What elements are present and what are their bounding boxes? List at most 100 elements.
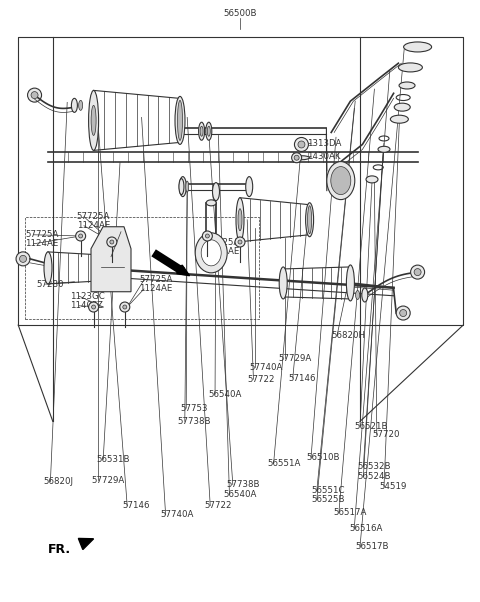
Ellipse shape xyxy=(378,146,390,152)
Text: 1123GC: 1123GC xyxy=(70,292,104,300)
Ellipse shape xyxy=(390,115,408,123)
Text: 56525B: 56525B xyxy=(311,495,345,504)
Circle shape xyxy=(16,252,30,266)
Text: 56517B: 56517B xyxy=(355,542,389,551)
Ellipse shape xyxy=(404,42,432,52)
Circle shape xyxy=(76,231,85,241)
Text: 57725A: 57725A xyxy=(77,213,110,221)
Ellipse shape xyxy=(356,291,360,299)
Ellipse shape xyxy=(399,82,415,89)
Circle shape xyxy=(89,302,98,312)
Circle shape xyxy=(107,237,117,247)
Text: 57729A: 57729A xyxy=(278,354,312,362)
Circle shape xyxy=(410,265,425,279)
Text: 54519: 54519 xyxy=(379,482,407,491)
Ellipse shape xyxy=(114,254,121,282)
Ellipse shape xyxy=(44,252,52,284)
Polygon shape xyxy=(91,227,131,292)
Text: 57738B: 57738B xyxy=(227,480,260,489)
Circle shape xyxy=(238,240,242,244)
Circle shape xyxy=(120,302,130,312)
Polygon shape xyxy=(177,265,190,276)
Text: 57753: 57753 xyxy=(180,404,207,412)
Text: 56531B: 56531B xyxy=(96,455,130,464)
Text: 57729A: 57729A xyxy=(91,476,124,485)
Text: 1124AE: 1124AE xyxy=(25,240,59,248)
Ellipse shape xyxy=(362,288,368,302)
Circle shape xyxy=(27,88,42,102)
Ellipse shape xyxy=(306,203,313,237)
Circle shape xyxy=(400,309,407,317)
Text: 56820J: 56820J xyxy=(43,477,73,486)
Text: 57722: 57722 xyxy=(204,501,231,510)
Circle shape xyxy=(31,92,38,99)
Ellipse shape xyxy=(79,101,83,110)
Ellipse shape xyxy=(206,200,216,206)
Text: 1430AK: 1430AK xyxy=(307,152,341,161)
Circle shape xyxy=(414,268,421,276)
Text: 56551A: 56551A xyxy=(268,459,301,468)
Ellipse shape xyxy=(180,176,186,197)
Ellipse shape xyxy=(201,240,221,266)
Circle shape xyxy=(92,305,96,309)
Ellipse shape xyxy=(293,156,310,160)
Ellipse shape xyxy=(175,96,185,144)
Ellipse shape xyxy=(206,122,212,140)
Circle shape xyxy=(79,234,83,238)
Circle shape xyxy=(205,234,209,238)
Ellipse shape xyxy=(72,98,77,113)
Text: 56517A: 56517A xyxy=(334,509,367,517)
Text: 56532B: 56532B xyxy=(358,462,391,471)
Circle shape xyxy=(294,137,309,152)
Ellipse shape xyxy=(366,176,378,183)
Text: 1140FZ: 1140FZ xyxy=(70,302,102,310)
Ellipse shape xyxy=(195,233,227,273)
Text: 56551C: 56551C xyxy=(311,486,345,495)
Text: 1313DA: 1313DA xyxy=(307,139,342,147)
Ellipse shape xyxy=(186,181,189,192)
Text: 57146: 57146 xyxy=(122,501,150,510)
Ellipse shape xyxy=(327,161,355,200)
Ellipse shape xyxy=(394,103,410,111)
Text: 56500B: 56500B xyxy=(223,9,257,18)
Circle shape xyxy=(396,306,410,320)
Circle shape xyxy=(292,153,301,163)
Ellipse shape xyxy=(236,197,244,242)
Ellipse shape xyxy=(246,176,252,197)
Text: 57280: 57280 xyxy=(36,280,63,288)
Text: 57146: 57146 xyxy=(288,374,315,382)
Text: 56510B: 56510B xyxy=(306,453,340,462)
Ellipse shape xyxy=(89,90,98,150)
Ellipse shape xyxy=(207,126,210,136)
Text: 56540A: 56540A xyxy=(209,390,242,399)
Circle shape xyxy=(110,240,114,244)
Ellipse shape xyxy=(91,105,96,135)
Text: 56820H: 56820H xyxy=(331,332,365,340)
Polygon shape xyxy=(78,538,94,550)
Ellipse shape xyxy=(331,167,351,194)
Text: 56524B: 56524B xyxy=(358,473,391,481)
Text: 56540A: 56540A xyxy=(223,491,257,499)
Circle shape xyxy=(203,231,212,241)
Text: 57725A: 57725A xyxy=(139,276,173,284)
Circle shape xyxy=(20,255,26,262)
Text: 1124AE: 1124AE xyxy=(206,247,240,256)
Text: FR.: FR. xyxy=(48,542,71,556)
Circle shape xyxy=(294,155,299,160)
Ellipse shape xyxy=(347,265,354,301)
Text: 1124AE: 1124AE xyxy=(139,285,173,293)
Text: 57740A: 57740A xyxy=(161,510,194,519)
Ellipse shape xyxy=(200,126,203,136)
Ellipse shape xyxy=(398,63,422,72)
Text: 57722: 57722 xyxy=(247,375,275,383)
Text: 57740A: 57740A xyxy=(250,363,283,371)
Circle shape xyxy=(123,305,127,309)
Text: 57725A: 57725A xyxy=(206,238,240,246)
Text: 56516A: 56516A xyxy=(349,524,383,533)
Text: 56521B: 56521B xyxy=(354,422,388,430)
Circle shape xyxy=(298,141,305,148)
Ellipse shape xyxy=(178,101,182,140)
Text: 57720: 57720 xyxy=(372,430,399,439)
Ellipse shape xyxy=(179,179,184,194)
Ellipse shape xyxy=(238,209,242,231)
